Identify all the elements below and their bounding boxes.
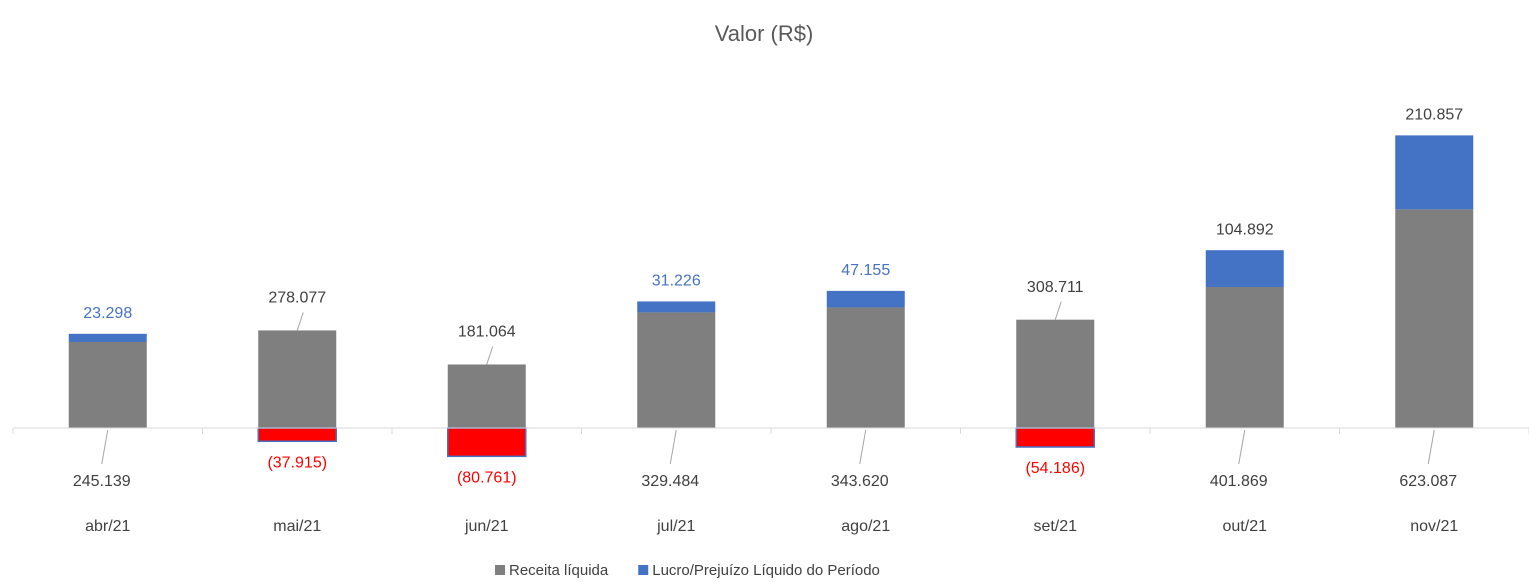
data-label: 329.484 xyxy=(641,473,699,490)
bar xyxy=(1016,319,1095,428)
data-label: (80.761) xyxy=(457,470,517,487)
leader-line xyxy=(101,429,109,465)
bar xyxy=(826,290,905,308)
data-label: 210.857 xyxy=(1405,107,1463,124)
leader-line xyxy=(486,346,494,365)
data-label: 343.620 xyxy=(831,473,889,490)
bar xyxy=(447,427,527,458)
chart-title: Valor (R$) xyxy=(715,21,814,46)
x-tick-label: jun/21 xyxy=(464,518,509,535)
bar xyxy=(826,307,905,428)
bar xyxy=(1015,427,1095,448)
data-label: (37.915) xyxy=(267,455,327,472)
data-label: 47.155 xyxy=(841,262,890,279)
data-label: 104.892 xyxy=(1216,221,1274,238)
bar xyxy=(637,312,716,428)
leader-line xyxy=(859,429,867,465)
bar xyxy=(1395,209,1474,428)
x-tick-label: ago/21 xyxy=(841,518,890,535)
x-tick-label: set/21 xyxy=(1033,518,1077,535)
bar xyxy=(257,427,337,443)
leader-line xyxy=(1427,429,1435,465)
leader-line xyxy=(669,429,677,465)
data-label: 31.226 xyxy=(652,273,701,290)
x-tick-label: nov/21 xyxy=(1410,518,1458,535)
data-label: 245.139 xyxy=(73,473,131,490)
leader-line xyxy=(296,312,304,331)
x-tick-label: abr/21 xyxy=(85,518,130,535)
data-label: 308.711 xyxy=(1027,279,1084,296)
x-tick-label: out/21 xyxy=(1223,518,1268,535)
bar xyxy=(1395,135,1474,210)
data-label: 623.087 xyxy=(1399,473,1457,490)
data-label: 23.298 xyxy=(83,305,132,322)
leader-line xyxy=(1238,429,1246,465)
legend-swatch xyxy=(638,565,649,575)
x-tick-label: mai/21 xyxy=(273,518,321,535)
bar xyxy=(447,364,526,428)
x-tick-label: jul/21 xyxy=(656,518,695,535)
data-label: (54.186) xyxy=(1025,460,1085,477)
bar xyxy=(1205,250,1284,287)
bar xyxy=(637,301,716,313)
legend-label: Lucro/Prejuízo Líquido do Período xyxy=(652,562,880,579)
bar xyxy=(68,341,147,428)
data-label: 278.077 xyxy=(268,290,326,307)
data-label: 401.869 xyxy=(1210,473,1268,490)
data-label: 181.064 xyxy=(458,324,516,341)
bar xyxy=(258,330,337,428)
bar xyxy=(1205,286,1284,428)
bar xyxy=(68,333,147,342)
leader-line xyxy=(1054,301,1062,320)
legend-label: Receita líquida xyxy=(509,562,609,579)
legend-swatch xyxy=(495,565,505,575)
